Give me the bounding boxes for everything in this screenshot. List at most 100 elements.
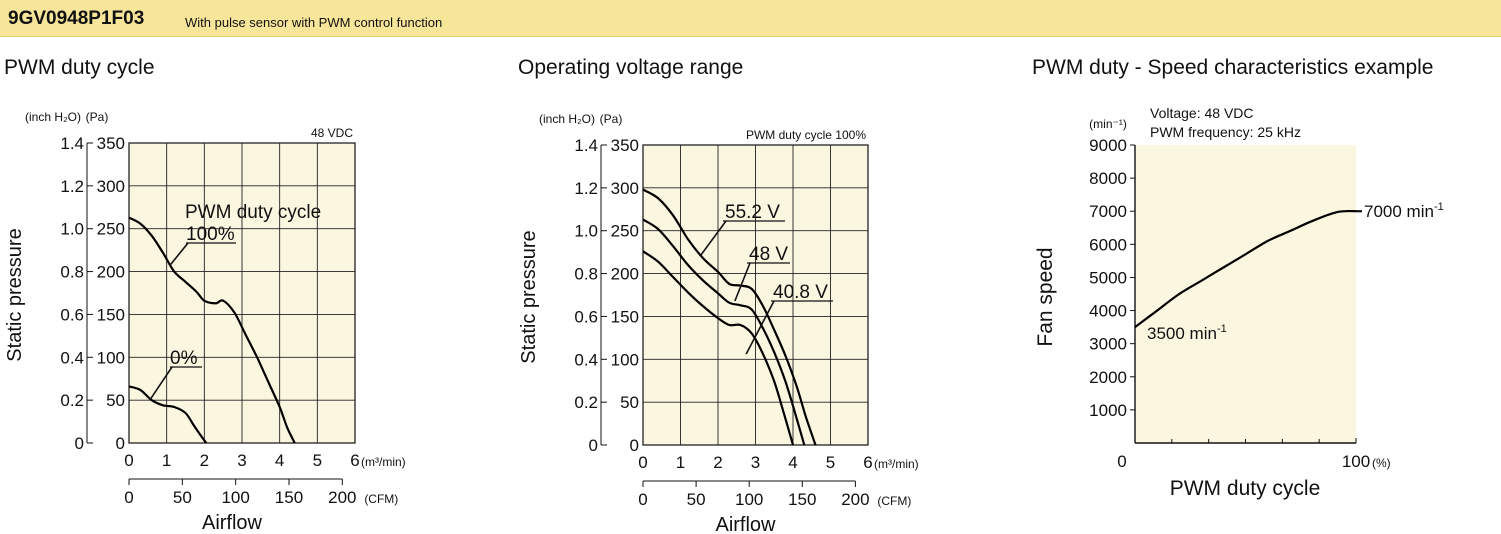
secondary-x-tick-label: 200 [841,490,869,509]
x-tick-label: 100 [1342,452,1370,471]
x-unit-label: (m³/min) [361,455,406,469]
secondary-y-tick-label: 1.4 [574,136,598,155]
plot-area [1135,145,1356,443]
annotation-max-speed: 7000 min-1 [1364,201,1444,221]
secondary-y-tick-label: 0.2 [60,391,84,410]
model-description: With pulse sensor with PWM control funct… [185,15,443,30]
x-unit-label: (%) [1372,456,1391,470]
x-tick-label: 5 [826,453,835,472]
secondary-x-unit-label: (CFM) [364,492,398,506]
y-unit-label: (Pa) [86,110,109,124]
condition-label: Voltage: 48 VDC [1150,105,1254,121]
secondary-y-tick-label: 0.8 [574,265,598,284]
series-leader-line [734,262,751,302]
secondary-y-tick-label: 0.8 [60,263,84,282]
y-tick-label: 300 [611,179,639,198]
condition-label: PWM duty cycle 100% [746,128,866,142]
y-tick-label: 200 [97,263,125,282]
secondary-x-tick-label: 0 [124,488,133,507]
secondary-x-tick-label: 150 [788,490,816,509]
secondary-y-tick-label: 1.4 [60,134,84,153]
condition-label: 48 VDC [311,126,353,140]
series-label-100: 100% [186,224,235,245]
legend-title: PWM duty cycle [185,202,321,223]
x-tick-label: 6 [350,451,359,470]
secondary-x-tick-label: 50 [173,488,192,507]
x-axis-title: Airflow [202,512,263,534]
x-tick-label: 2 [200,451,209,470]
x-tick-label: 6 [863,453,872,472]
series-leader-line [700,220,727,256]
y-tick-label: 100 [611,350,639,369]
series-leader-line [149,366,173,401]
x-tick-label: 2 [713,453,722,472]
y-tick-label: 150 [611,307,639,326]
x-tick-label: 1 [676,453,685,472]
header-banner: 9GV0948P1F03 With pulse sensor with PWM … [0,0,1501,37]
y-tick-label: 9000 [1089,136,1127,155]
y-unit-label: (min⁻¹) [1089,117,1127,131]
y-tick-label: 300 [97,177,125,196]
x-tick-label: 4 [788,453,797,472]
x-tick-label: 5 [313,451,322,470]
y-tick-label: 5000 [1089,268,1127,287]
x-axis-title: PWM duty cycle [1170,477,1321,500]
series-leader-line [745,300,775,355]
y-tick-label: 50 [106,391,125,410]
y-tick-label: 200 [611,265,639,284]
series-line-0- [128,385,208,444]
y-tick-label: 150 [97,305,125,324]
secondary-x-tick-label: 200 [328,488,356,507]
secondary-x-tick-label: 100 [221,488,249,507]
secondary-y-tick-label: 0.6 [60,305,84,324]
x-axis-title: Airflow [715,514,776,534]
secondary-y-tick-label: 1.0 [60,220,84,239]
secondary-y-tick-label: 0.6 [574,307,598,326]
x-tick-label: 0 [1117,452,1126,471]
x-tick-label: 4 [275,451,284,470]
x-tick-label: 3 [751,453,760,472]
chart-title-pwm-duty: PWM duty cycle [4,56,155,79]
secondary-y-unit-label: (inch H₂O) [25,110,81,124]
chart-title-voltage-range: Operating voltage range [518,56,744,79]
y-tick-label: 1000 [1089,401,1127,420]
secondary-x-tick-label: 0 [638,490,647,509]
y-tick-label: 0 [116,434,125,453]
x-tick-label: 1 [162,451,171,470]
y-tick-label: 8000 [1089,169,1127,188]
secondary-x-tick-label: 100 [735,490,763,509]
x-tick-label: 0 [124,451,133,470]
secondary-y-tick-label: 0.4 [574,350,598,369]
series-label-0: 0% [170,348,198,369]
y-tick-label: 350 [97,134,125,153]
secondary-x-unit-label: (CFM) [877,494,911,508]
model-number: 9GV0948P1F03 [8,8,145,29]
y-axis-title: Fan speed [1034,247,1057,346]
series-line-40-8-v [642,250,795,446]
secondary-y-tick-label: 1.2 [60,177,84,196]
secondary-x-tick-label: 150 [275,488,303,507]
secondary-y-tick-label: 0.2 [574,393,598,412]
y-axis-title: Static pressure [4,228,26,361]
y-tick-label: 350 [611,136,639,155]
y-tick-label: 6000 [1089,235,1127,254]
chart-title-speed-characteristics: PWM duty - Speed characteristics example [1032,56,1434,79]
series-label: 48 V [749,244,788,265]
y-unit-label: (Pa) [600,112,623,126]
series-line-48-v [642,218,806,446]
secondary-y-tick-label: 0.4 [60,348,84,367]
y-tick-label: 7000 [1089,202,1127,221]
y-axis-title: Static pressure [518,230,540,363]
y-tick-label: 0 [630,436,639,455]
secondary-y-unit-label: (inch H₂O) [539,112,595,126]
y-tick-label: 4000 [1089,302,1127,321]
annotation-min-speed: 3500 min-1 [1147,323,1227,343]
y-tick-label: 2000 [1089,368,1127,387]
secondary-y-tick-label: 1.0 [574,222,598,241]
secondary-y-tick-label: 0 [589,436,598,455]
y-tick-label: 250 [97,220,125,239]
series-leader-line [169,242,189,266]
condition-label: PWM frequency: 25 kHz [1150,124,1301,140]
series-label: 55.2 V [725,202,780,223]
y-tick-label: 50 [620,393,639,412]
